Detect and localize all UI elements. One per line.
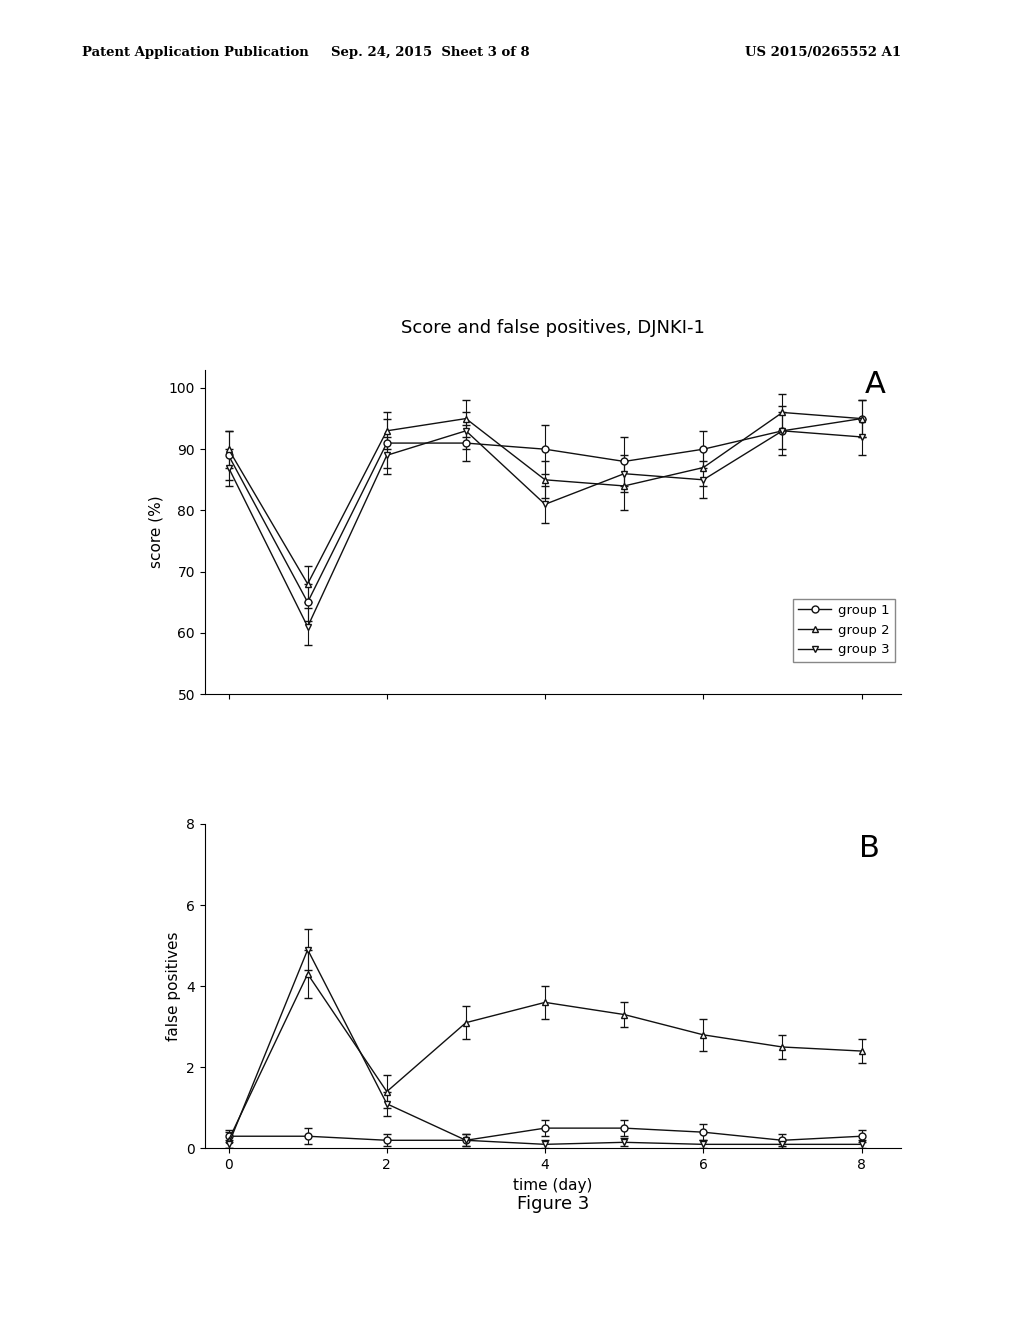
Text: US 2015/0265552 A1: US 2015/0265552 A1 xyxy=(745,46,901,59)
Text: Score and false positives, DJNKI-1: Score and false positives, DJNKI-1 xyxy=(401,318,705,337)
Y-axis label: false positives: false positives xyxy=(166,932,180,1041)
Text: Patent Application Publication: Patent Application Publication xyxy=(82,46,308,59)
X-axis label: time (day): time (day) xyxy=(513,1177,593,1193)
Text: A: A xyxy=(865,370,886,399)
Legend: group 1, group 2, group 3: group 1, group 2, group 3 xyxy=(793,599,895,661)
Text: Figure 3: Figure 3 xyxy=(517,1195,589,1213)
Text: B: B xyxy=(859,834,881,863)
Y-axis label: score (%): score (%) xyxy=(148,495,163,568)
Text: Sep. 24, 2015  Sheet 3 of 8: Sep. 24, 2015 Sheet 3 of 8 xyxy=(331,46,529,59)
